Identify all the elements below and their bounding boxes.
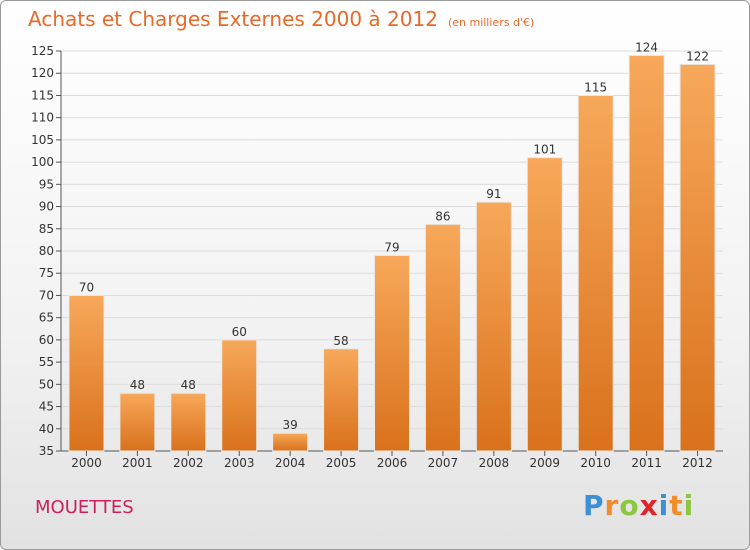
y-tick-label: 75 bbox=[39, 266, 54, 280]
y-tick-label: 35 bbox=[39, 444, 54, 458]
bar bbox=[374, 254, 410, 452]
data-label: 91 bbox=[486, 187, 501, 201]
x-tick-label: 2011 bbox=[631, 456, 662, 470]
data-label: 79 bbox=[384, 240, 399, 254]
y-tick-label: 45 bbox=[39, 400, 54, 414]
y-tick-label: 125 bbox=[31, 44, 54, 58]
y-tick-label: 80 bbox=[39, 244, 54, 258]
bars bbox=[68, 54, 716, 452]
logo-letter: P bbox=[583, 489, 605, 522]
data-label: 124 bbox=[635, 40, 658, 54]
data-label: 48 bbox=[181, 378, 196, 392]
y-tick-label: 70 bbox=[39, 288, 54, 302]
x-tick-label: 2010 bbox=[580, 456, 611, 470]
bar bbox=[577, 94, 614, 452]
x-tick-label: 2007 bbox=[428, 456, 459, 470]
logo-letter: r bbox=[604, 489, 620, 522]
x-tick-label: 2008 bbox=[479, 456, 510, 470]
bar bbox=[68, 294, 105, 452]
y-tick-label: 110 bbox=[31, 111, 54, 125]
data-label: 115 bbox=[584, 80, 607, 94]
x-tick-label: 2005 bbox=[326, 456, 357, 470]
logo-letter: o bbox=[619, 489, 640, 522]
y-tick-label: 50 bbox=[39, 377, 54, 391]
y-tick-label: 90 bbox=[39, 200, 54, 214]
logo-letter: x bbox=[639, 489, 659, 522]
y-tick-label: 60 bbox=[39, 333, 54, 347]
data-label: 39 bbox=[283, 418, 298, 432]
bar bbox=[526, 157, 563, 452]
x-tick-label: 2003 bbox=[224, 456, 255, 470]
x-tick-labels: 2000 2001 2002 2003 2004 2005 2006 2007 2008 2009… bbox=[71, 451, 713, 470]
data-label: 70 bbox=[79, 280, 94, 294]
bar bbox=[424, 223, 461, 452]
proxiti-logo[interactable]: Proxiti bbox=[583, 489, 694, 522]
x-tick-label: 2006 bbox=[377, 456, 408, 470]
commune-name: MOUETTES bbox=[35, 497, 134, 518]
data-label: 60 bbox=[232, 325, 247, 339]
data-label: 86 bbox=[435, 209, 450, 223]
logo-letter: i bbox=[683, 489, 695, 522]
x-tick-label: 2000 bbox=[71, 456, 102, 470]
logo-letter: i bbox=[658, 489, 670, 522]
data-label: 101 bbox=[533, 143, 556, 157]
bar bbox=[323, 348, 360, 452]
data-label: 48 bbox=[130, 378, 145, 392]
bar bbox=[221, 339, 258, 452]
x-tick-label: 2001 bbox=[122, 456, 153, 470]
x-tick-label: 2012 bbox=[682, 456, 713, 470]
chart-title: Achats et Charges Externes 2000 à 2012 (e… bbox=[28, 7, 534, 31]
bar bbox=[679, 63, 716, 452]
y-tick-label: 115 bbox=[31, 88, 54, 102]
bar bbox=[119, 392, 156, 452]
x-tick-label: 2004 bbox=[275, 456, 306, 470]
y-tick-label: 55 bbox=[39, 355, 54, 369]
y-tick-label: 65 bbox=[39, 311, 54, 325]
bar bbox=[272, 432, 309, 452]
data-labels: 70 48 48 60 39 58 79 86 91 101 115 124 122 bbox=[79, 40, 709, 432]
y-tick-label: 105 bbox=[31, 133, 54, 147]
title-text: Achats et Charges Externes 2000 à 2012 bbox=[28, 7, 438, 31]
data-label: 122 bbox=[686, 49, 709, 63]
y-tick-label: 40 bbox=[39, 422, 54, 436]
x-tick-label: 2002 bbox=[173, 456, 204, 470]
bar bbox=[628, 54, 665, 452]
y-tick-label: 100 bbox=[31, 155, 54, 169]
title-unit: (en milliers d'€) bbox=[447, 16, 535, 29]
y-tick-label: 120 bbox=[31, 66, 54, 80]
y-tick-label: 85 bbox=[39, 222, 54, 236]
bar bbox=[475, 201, 512, 452]
y-tick-label: 95 bbox=[39, 177, 54, 191]
data-label: 58 bbox=[333, 334, 348, 348]
logo-letter: t bbox=[669, 489, 684, 522]
x-tick-label: 2009 bbox=[529, 456, 560, 470]
bar bbox=[170, 392, 207, 452]
y-tick-labels: 35 40 45 50 55 60 65 70 75 80 85 90 95 100 105 110 115 12… bbox=[31, 44, 54, 458]
